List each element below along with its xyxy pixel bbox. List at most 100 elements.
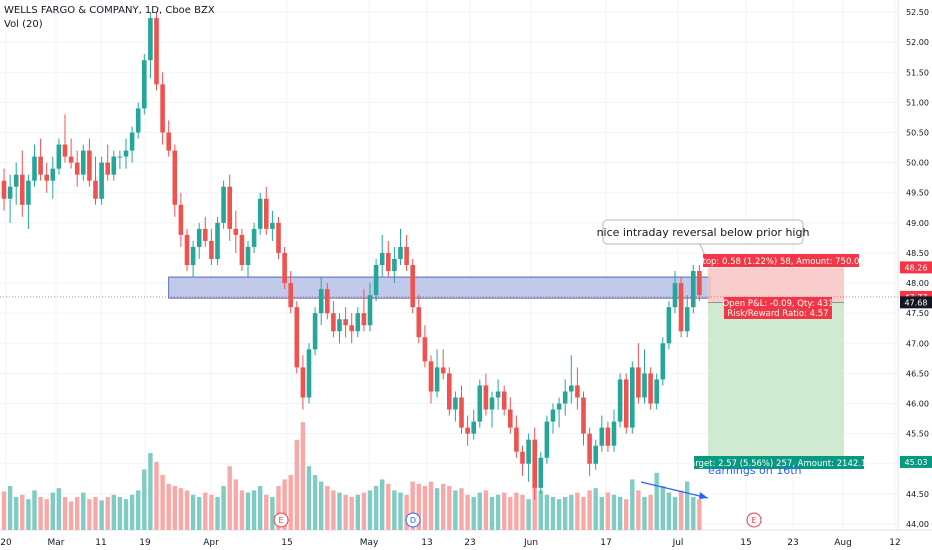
volume-bar	[495, 494, 501, 530]
x-tick-label: 15	[740, 538, 751, 548]
candle-body	[190, 246, 196, 265]
candle-body	[325, 289, 330, 314]
volume-bar	[50, 492, 55, 530]
candle-body	[196, 228, 202, 247]
x-tick-label: Jun	[523, 538, 538, 548]
volume-bar	[32, 490, 37, 530]
volume-bar	[75, 497, 80, 530]
candle-body	[343, 319, 348, 326]
candle-body	[508, 409, 513, 428]
candle-body	[99, 162, 104, 199]
volume-bar	[556, 499, 562, 530]
volume-bar	[642, 497, 647, 530]
candle-body	[672, 283, 678, 308]
candle-body	[44, 174, 49, 181]
volume-bar	[7, 486, 13, 530]
volume-bar	[288, 475, 293, 530]
volume-bar	[270, 497, 275, 530]
candle-body	[501, 391, 507, 410]
candle-body	[477, 385, 483, 422]
volume-bar	[691, 497, 696, 530]
candle-body	[276, 222, 281, 253]
candle-body	[68, 156, 74, 163]
candle-body	[386, 252, 391, 272]
candles	[1, 12, 702, 500]
volume-bar	[44, 499, 49, 530]
pnl-label-box	[724, 297, 832, 319]
candle-body	[294, 307, 300, 368]
price-badge-label: 47.68	[905, 298, 928, 307]
volume-bar	[617, 497, 623, 530]
x-tick-label: Mar	[48, 538, 65, 548]
volume-bar	[38, 497, 43, 530]
candle-body	[349, 325, 354, 332]
stop-label-box	[703, 254, 859, 267]
volume-bar	[154, 461, 159, 530]
candle-body	[300, 367, 306, 398]
volume-bar	[227, 466, 232, 530]
candle-body	[56, 144, 62, 169]
candle-body	[611, 421, 617, 446]
y-tick-label: 52.00	[906, 38, 929, 47]
price-badge-label: 45.03	[905, 458, 928, 467]
candle-body	[251, 228, 257, 247]
volume-bar	[672, 497, 678, 530]
volume-bar	[245, 492, 251, 530]
volume-bar	[678, 490, 684, 530]
candle-body	[209, 240, 214, 259]
volume-indicator-label[interactable]: Vol (20)	[4, 19, 43, 30]
candle-body	[270, 222, 275, 229]
candle-body	[288, 283, 293, 308]
candle-body	[62, 144, 68, 157]
candle-body	[666, 307, 672, 344]
candle-body	[379, 252, 385, 265]
volume-bar	[239, 490, 245, 530]
volume-bar	[68, 501, 74, 530]
candle-body	[264, 198, 269, 229]
candle-body	[654, 379, 659, 404]
candle-body	[569, 385, 574, 392]
price-badge-label: 48.26	[905, 263, 928, 272]
y-tick-label: 47.00	[906, 339, 929, 348]
candle-body	[642, 373, 647, 398]
candle-body	[410, 265, 415, 308]
candle-body	[178, 204, 184, 235]
y-tick-label: 46.50	[906, 369, 929, 378]
volume-bar	[184, 490, 190, 530]
price-badge	[900, 296, 932, 309]
candle-body	[617, 379, 623, 422]
volume-bar	[105, 497, 110, 530]
volume-bar	[563, 497, 568, 530]
candle-body	[367, 295, 373, 326]
volume-bar	[593, 488, 598, 530]
symbol-title[interactable]: WELLS FARGO & COMPANY, 1D, Cboe BZX	[4, 5, 215, 16]
volume-bar	[300, 422, 306, 530]
time-axis[interactable]: 20 Mar 11 19 Apr 15 May 13 23 Jun 17 Jul 15 23 Aug 12	[0, 538, 900, 548]
event-marker	[746, 512, 762, 528]
candle-body	[87, 150, 92, 181]
y-tick-label: 49.50	[906, 189, 929, 198]
candle-body	[471, 421, 476, 434]
volume-bar	[373, 486, 379, 530]
callout-box	[602, 219, 804, 245]
price-axis[interactable]: 44.0044.5045.0045.5046.0046.5047.0047.50…	[900, 8, 932, 529]
volume-bar	[630, 479, 635, 530]
y-tick-label: 51.00	[906, 98, 929, 107]
candle-body	[373, 265, 379, 296]
volume-bar	[477, 492, 482, 530]
candle-body	[434, 367, 440, 392]
x-tick-label: Aug	[834, 538, 852, 548]
candle-body	[428, 361, 434, 392]
volume-bar	[392, 490, 397, 530]
candle-body	[172, 150, 178, 205]
candle-body	[575, 385, 580, 398]
candle-body	[148, 18, 153, 61]
event-marker	[405, 512, 421, 528]
candle-body	[453, 397, 458, 410]
candle-body	[422, 337, 428, 362]
x-tick-label: Apr	[203, 538, 219, 548]
candle-body	[233, 228, 239, 235]
arrow-head	[699, 492, 708, 499]
candle-body	[13, 174, 19, 187]
